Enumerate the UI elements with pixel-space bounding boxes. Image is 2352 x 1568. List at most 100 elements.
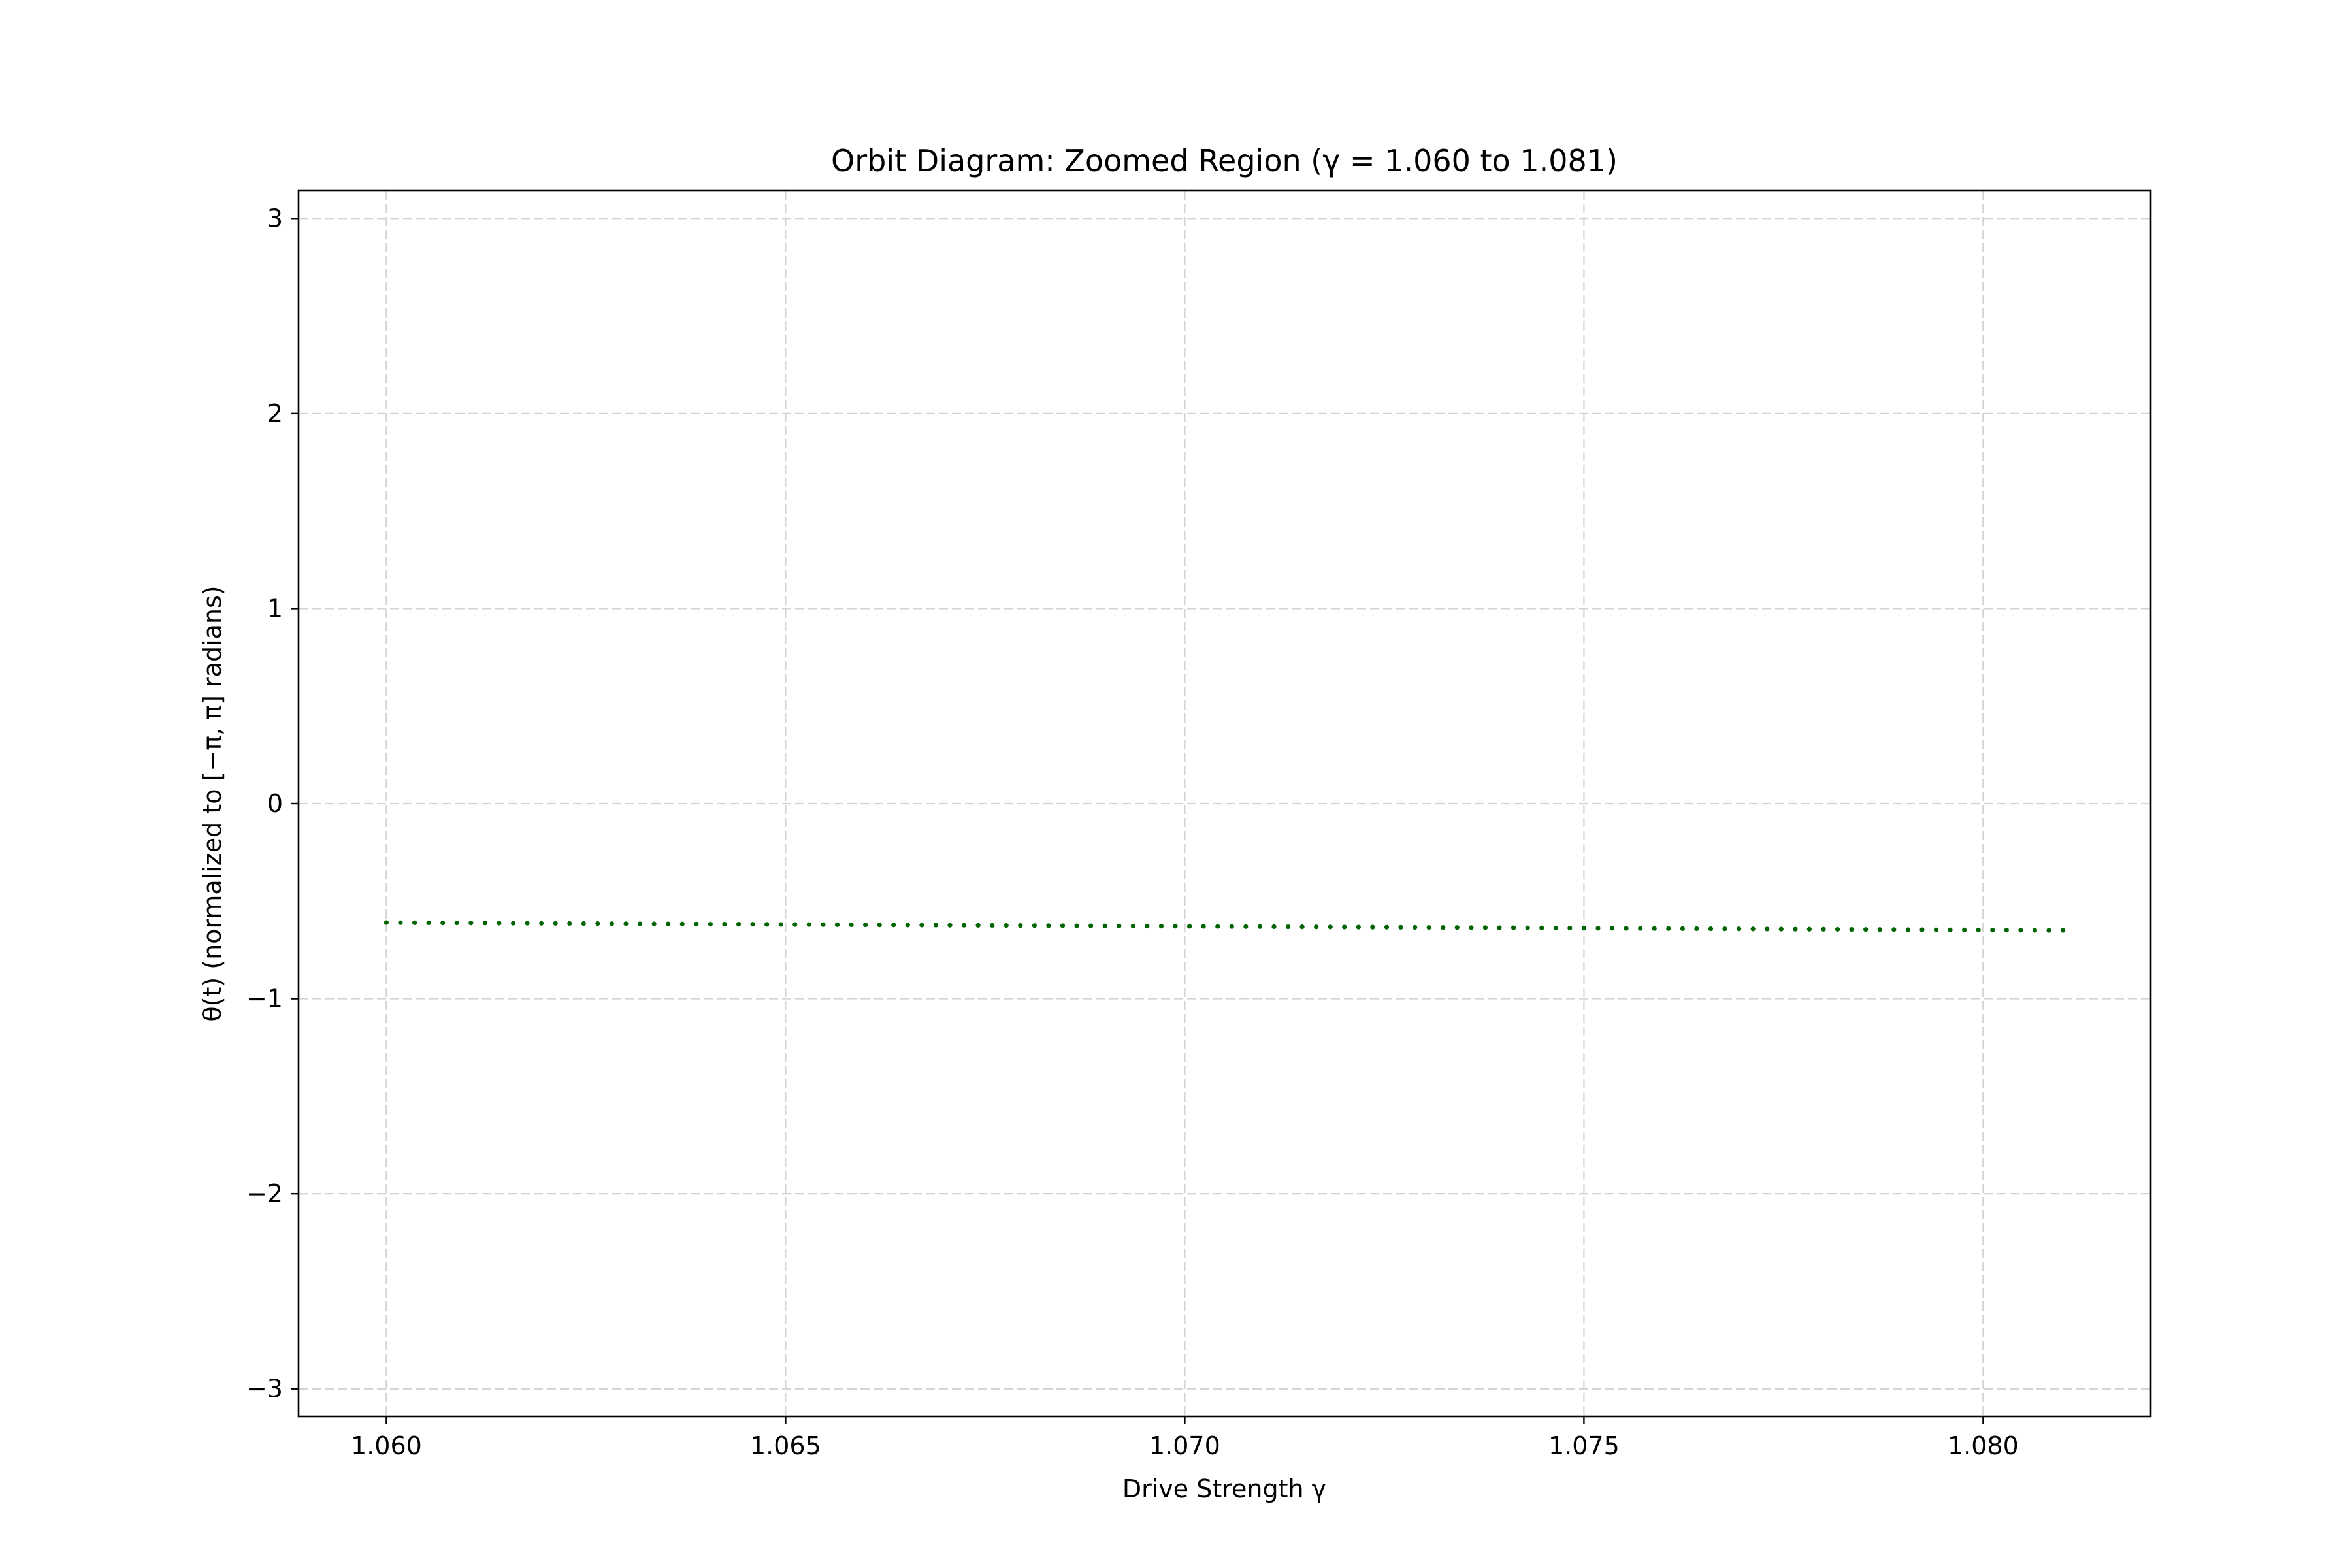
- data-point: [539, 921, 544, 926]
- data-point: [1102, 923, 1107, 928]
- y-tick-label: 1: [267, 594, 283, 623]
- y-tick-label: −3: [246, 1375, 283, 1403]
- data-point: [708, 921, 713, 927]
- data-point: [482, 921, 487, 926]
- grid: [299, 191, 2151, 1416]
- data-point: [1271, 924, 1277, 930]
- data-point: [877, 923, 882, 928]
- data-point: [736, 922, 742, 927]
- data-point: [384, 920, 389, 925]
- data-point: [1765, 926, 1770, 932]
- data-point: [1793, 926, 1798, 932]
- data-point: [1130, 923, 1135, 929]
- data-point: [1835, 926, 1840, 932]
- data-point: [1581, 926, 1586, 931]
- data-point: [1060, 923, 1066, 928]
- data-series: [384, 920, 2066, 933]
- y-axis-label: θ(t) (normalized to [−π, π] radians): [198, 585, 227, 1021]
- data-point: [637, 921, 643, 926]
- data-point: [1088, 923, 1094, 928]
- data-point: [722, 921, 727, 927]
- data-point: [1525, 925, 1530, 930]
- data-point: [595, 921, 600, 926]
- data-point: [1243, 924, 1249, 929]
- data-point: [821, 922, 826, 927]
- data-point: [1117, 923, 1122, 928]
- data-point: [454, 921, 459, 926]
- data-point: [1708, 926, 1714, 932]
- data-point: [1032, 923, 1037, 928]
- data-point: [440, 920, 446, 926]
- data-point: [1285, 924, 1291, 930]
- data-point: [990, 923, 995, 928]
- data-point: [1413, 924, 1418, 930]
- data-point: [2046, 928, 2051, 933]
- data-point: [1328, 924, 1333, 930]
- data-point: [1737, 926, 1742, 932]
- data-point: [1229, 924, 1234, 929]
- data-point: [1074, 923, 1079, 928]
- x-tick-label: 1.065: [750, 1431, 821, 1460]
- data-point: [1680, 926, 1685, 931]
- data-point: [1158, 924, 1164, 929]
- data-point: [750, 922, 755, 927]
- data-point: [1145, 923, 1150, 929]
- data-point: [623, 921, 629, 926]
- data-point: [1257, 924, 1263, 929]
- data-point: [806, 922, 811, 927]
- data-point: [679, 921, 685, 926]
- data-point: [1384, 924, 1390, 930]
- data-point: [567, 921, 572, 926]
- data-point: [1948, 927, 1953, 932]
- data-point: [1567, 925, 1573, 931]
- data-point: [792, 922, 798, 927]
- x-tick-label: 1.070: [1149, 1431, 1220, 1460]
- data-point: [398, 920, 403, 925]
- data-point: [497, 921, 502, 926]
- data-point: [1299, 924, 1305, 930]
- data-point: [778, 922, 783, 927]
- data-point: [1609, 926, 1615, 931]
- data-point: [1215, 924, 1220, 929]
- data-point: [694, 921, 699, 926]
- x-tick-label: 1.080: [1948, 1431, 2019, 1460]
- data-point: [1652, 926, 1657, 931]
- x-tick-label: 1.075: [1548, 1431, 1620, 1460]
- data-point: [1666, 926, 1671, 931]
- data-point: [1441, 925, 1446, 930]
- data-point: [1638, 926, 1643, 931]
- data-point: [1186, 924, 1192, 929]
- data-point: [1778, 926, 1784, 932]
- data-point: [1595, 926, 1601, 931]
- data-point: [468, 921, 474, 926]
- data-point: [1933, 927, 1939, 932]
- x-tick-label: 1.060: [351, 1431, 422, 1460]
- data-point: [1482, 925, 1488, 930]
- data-point: [1694, 926, 1699, 932]
- data-point: [1497, 925, 1502, 930]
- data-point: [1454, 925, 1460, 930]
- data-point: [1877, 927, 1882, 932]
- data-point: [651, 921, 657, 926]
- data-point: [975, 923, 981, 928]
- data-point: [1046, 923, 1051, 928]
- data-point: [1018, 923, 1023, 928]
- data-point: [1314, 924, 1319, 930]
- data-point: [834, 922, 840, 927]
- y-tick-label: −1: [246, 985, 283, 1013]
- data-point: [961, 923, 967, 928]
- y-tick-label: 0: [267, 789, 283, 818]
- data-point: [863, 922, 868, 928]
- data-point: [1990, 927, 1995, 933]
- y-tick-label: −2: [246, 1179, 283, 1208]
- data-point: [1821, 926, 1826, 932]
- data-point: [1905, 927, 1910, 932]
- data-point: [947, 923, 953, 928]
- y-tick-label: 2: [267, 399, 283, 428]
- data-point: [1511, 925, 1516, 930]
- data-point: [1962, 927, 1967, 932]
- chart-title: Orbit Diagram: Zoomed Region (γ = 1.060 …: [831, 143, 1618, 178]
- data-point: [905, 923, 910, 928]
- data-point: [1173, 924, 1178, 929]
